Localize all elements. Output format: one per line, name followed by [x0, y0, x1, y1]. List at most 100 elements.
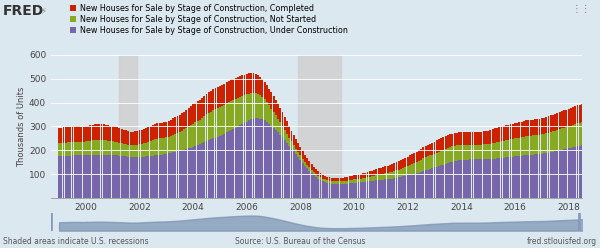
Bar: [179, 132, 181, 151]
Bar: [592, 143, 594, 198]
Bar: [257, 75, 259, 94]
Bar: [62, 156, 64, 198]
Bar: [116, 127, 118, 142]
Bar: [561, 150, 563, 198]
Bar: [385, 166, 386, 173]
Bar: [472, 159, 473, 198]
Bar: [371, 171, 373, 176]
Bar: [161, 138, 163, 155]
Bar: [404, 167, 406, 176]
Bar: [134, 145, 136, 157]
Bar: [277, 104, 279, 119]
Bar: [208, 140, 210, 198]
Bar: [253, 93, 254, 119]
Bar: [87, 155, 89, 198]
Bar: [530, 120, 532, 136]
Bar: [134, 157, 136, 198]
Bar: [416, 152, 418, 162]
Bar: [362, 182, 364, 198]
Text: ⚡: ⚡: [40, 6, 46, 15]
Bar: [427, 170, 429, 198]
Bar: [208, 92, 210, 113]
Bar: [326, 180, 328, 183]
Bar: [590, 144, 592, 198]
Bar: [114, 155, 116, 198]
Bar: [583, 103, 585, 121]
Bar: [436, 167, 437, 198]
Bar: [545, 133, 547, 153]
Bar: [158, 155, 161, 198]
Bar: [201, 98, 203, 118]
Bar: [288, 126, 290, 137]
Bar: [326, 183, 328, 198]
Bar: [288, 137, 290, 146]
Bar: [337, 178, 340, 181]
Bar: [293, 145, 295, 152]
Bar: [554, 114, 556, 130]
Bar: [317, 171, 319, 176]
Bar: [568, 126, 569, 148]
Bar: [302, 163, 304, 198]
Bar: [427, 156, 429, 170]
Bar: [335, 181, 337, 184]
Bar: [272, 112, 275, 128]
Bar: [404, 176, 406, 198]
Bar: [404, 158, 406, 167]
Bar: [442, 150, 445, 165]
Bar: [458, 145, 460, 160]
Bar: [460, 132, 462, 145]
Bar: [543, 134, 545, 153]
Bar: [494, 128, 496, 143]
Bar: [219, 86, 221, 107]
Bar: [322, 174, 324, 179]
Bar: [272, 128, 275, 198]
Bar: [172, 135, 174, 152]
Bar: [94, 140, 96, 155]
Bar: [400, 177, 402, 198]
Y-axis label: Thousands of Units: Thousands of Units: [17, 86, 26, 167]
Bar: [541, 118, 543, 134]
Bar: [176, 133, 178, 152]
Bar: [62, 127, 64, 143]
Bar: [581, 122, 583, 145]
Bar: [206, 115, 208, 141]
Bar: [451, 146, 454, 162]
Bar: [320, 173, 322, 177]
Bar: [212, 138, 214, 198]
Bar: [556, 130, 559, 151]
Bar: [463, 132, 464, 145]
Bar: [465, 132, 467, 145]
Bar: [219, 107, 221, 136]
Bar: [438, 139, 440, 152]
Bar: [481, 132, 482, 145]
Bar: [74, 126, 76, 142]
Bar: [369, 177, 371, 181]
Bar: [302, 159, 304, 163]
Bar: [241, 124, 243, 198]
Bar: [362, 178, 364, 182]
Bar: [476, 132, 478, 145]
Bar: [371, 176, 373, 181]
Bar: [248, 121, 250, 198]
Bar: [125, 130, 127, 144]
Bar: [434, 142, 436, 154]
Bar: [559, 150, 560, 198]
Bar: [552, 115, 554, 131]
Bar: [132, 145, 134, 157]
Bar: [145, 143, 147, 156]
Bar: [395, 170, 397, 178]
Bar: [299, 155, 301, 160]
Bar: [313, 175, 315, 198]
Bar: [456, 161, 458, 198]
Bar: [223, 105, 226, 134]
Bar: [239, 97, 241, 125]
Bar: [80, 142, 82, 155]
Bar: [197, 101, 199, 121]
Bar: [103, 140, 104, 155]
Bar: [496, 158, 498, 198]
Bar: [509, 139, 511, 157]
Bar: [320, 180, 322, 198]
Bar: [223, 84, 226, 105]
Bar: [499, 127, 500, 142]
Bar: [158, 138, 161, 155]
